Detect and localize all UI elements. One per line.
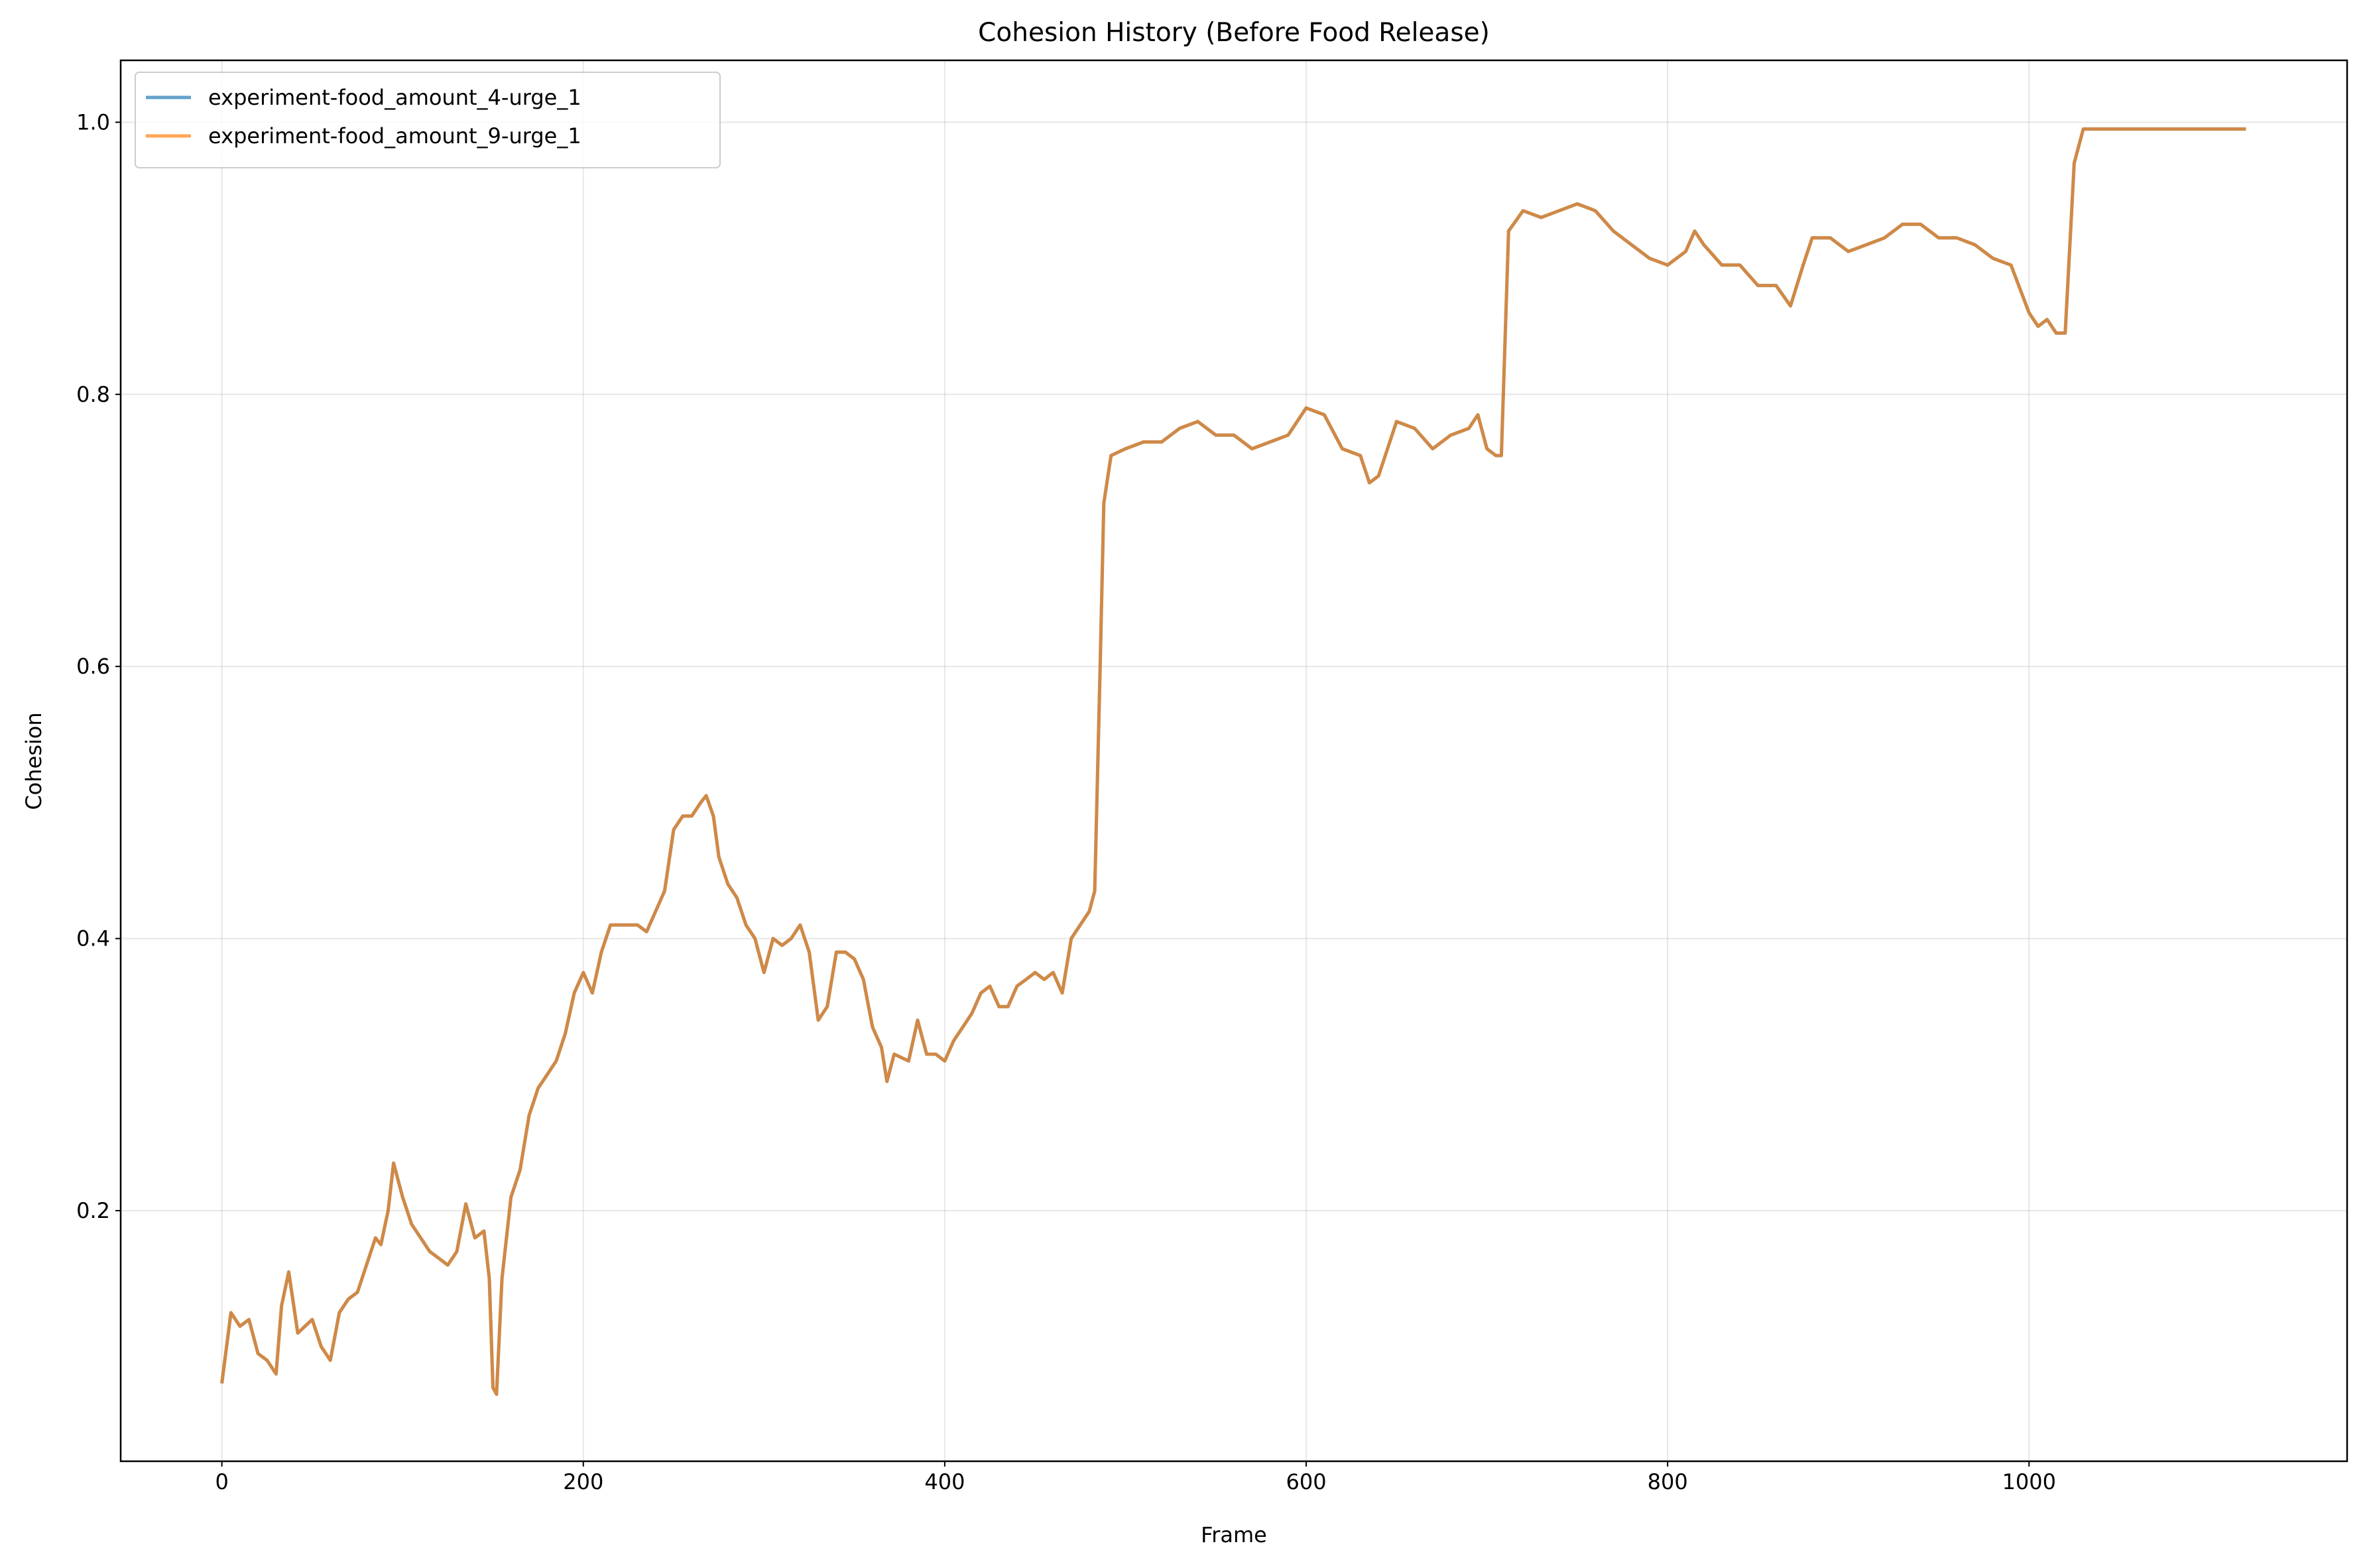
- y-tick-label: 0.6: [76, 654, 110, 679]
- x-tick-label: 200: [563, 1469, 603, 1494]
- y-tick-label: 0.4: [76, 926, 110, 951]
- legend-label: experiment-food_amount_9-urge_1: [208, 123, 581, 149]
- chart-title: Cohesion History (Before Food Release): [978, 18, 1490, 48]
- x-tick-label: 600: [1286, 1469, 1326, 1494]
- x-tick-label: 0: [215, 1469, 228, 1494]
- plot-frame: [119, 59, 2348, 1463]
- series-line: [220, 127, 2246, 1396]
- x-axis-label: Frame: [1201, 1522, 1267, 1547]
- y-axis-label: Cohesion: [21, 712, 46, 810]
- x-tick-label: 800: [1648, 1469, 1688, 1494]
- y-tick-label: 0.8: [76, 382, 110, 407]
- x-tick-label: 1000: [2002, 1469, 2056, 1494]
- legend-label: experiment-food_amount_4-urge_1: [208, 85, 581, 110]
- x-tick-label: 400: [924, 1469, 965, 1494]
- legend-box: [135, 72, 721, 168]
- y-tick-label: 0.2: [76, 1198, 110, 1223]
- series-line: [220, 127, 2246, 1396]
- y-tick-label: 1.0: [76, 109, 110, 135]
